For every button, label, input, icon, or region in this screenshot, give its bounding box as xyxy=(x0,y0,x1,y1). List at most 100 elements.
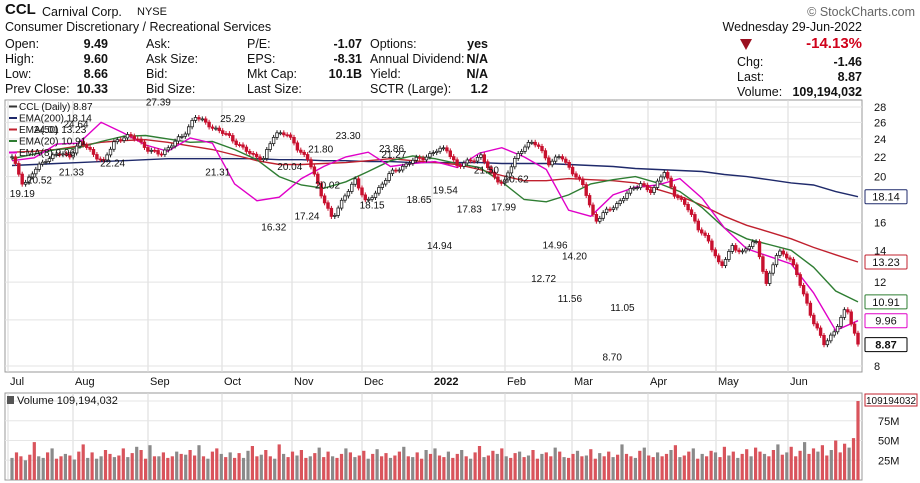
candle-body xyxy=(417,156,422,159)
candle-body xyxy=(852,323,857,334)
candle-body xyxy=(122,137,126,141)
volume-bar xyxy=(37,456,41,480)
volume-bar xyxy=(731,451,735,480)
candle-body xyxy=(723,259,728,266)
stat-label: SCTR (Large): xyxy=(370,82,452,96)
candle-body xyxy=(683,198,687,205)
volume-bar xyxy=(691,448,695,480)
candle-body xyxy=(305,154,310,161)
candle-body xyxy=(669,177,673,188)
volume-bar xyxy=(255,456,259,480)
candle-body xyxy=(414,156,418,161)
candle-body xyxy=(557,156,561,159)
candle-body xyxy=(734,245,738,251)
candle-body xyxy=(615,203,619,209)
candle-body xyxy=(68,154,72,158)
volume-tick-label: 50M xyxy=(878,436,899,448)
volume-bar xyxy=(451,457,455,480)
candle-body xyxy=(383,179,388,185)
candle-body xyxy=(373,192,378,198)
candle-body xyxy=(299,149,303,153)
price-tag xyxy=(864,294,908,310)
price-annotation: 12.72 xyxy=(531,274,556,285)
candle-body xyxy=(519,150,524,154)
candle-body xyxy=(339,199,344,209)
candle-body xyxy=(400,165,405,171)
candle-body xyxy=(611,207,616,210)
volume-bar xyxy=(673,445,677,480)
volume-bar xyxy=(611,457,615,480)
volume-bar xyxy=(397,451,401,480)
volume-bar xyxy=(856,401,860,480)
stat-value: 10.33 xyxy=(76,82,108,96)
candle-body xyxy=(346,190,351,197)
candle-body xyxy=(360,187,364,196)
candle-body xyxy=(180,135,184,138)
candle-body xyxy=(74,145,79,154)
volume-bar xyxy=(740,453,744,480)
candle-body xyxy=(550,160,554,166)
volume-bar xyxy=(286,457,290,480)
price-annotation: 17.24 xyxy=(294,211,319,222)
volume-bar xyxy=(184,454,188,480)
candle-body xyxy=(499,181,503,184)
volume-bar xyxy=(620,444,624,480)
price-annotation: 19.54 xyxy=(433,185,458,196)
candle-body xyxy=(601,212,605,219)
candle-body xyxy=(350,183,354,192)
volume-bar xyxy=(219,453,223,480)
volume-bar xyxy=(59,456,63,480)
candle-body xyxy=(468,159,473,162)
volume-bar xyxy=(117,455,121,480)
candle-body xyxy=(839,316,843,327)
candle-body xyxy=(112,141,116,150)
volume-bar xyxy=(553,447,557,480)
candle-body xyxy=(740,250,745,253)
volume-bar xyxy=(638,450,642,480)
candle-body xyxy=(129,134,133,137)
candle-body xyxy=(788,257,792,260)
candle-body xyxy=(696,220,700,231)
candle-body xyxy=(655,180,660,188)
candle-body xyxy=(608,208,612,211)
candle-body xyxy=(492,171,497,178)
candle-body xyxy=(560,156,565,160)
candle-body xyxy=(20,173,24,185)
volume-bar xyxy=(388,457,393,480)
volume-bar xyxy=(366,458,370,480)
volume-bar xyxy=(473,452,477,480)
candle-body xyxy=(791,258,796,266)
volume-bar xyxy=(99,456,103,480)
price-tick-label: 28 xyxy=(874,102,886,114)
volume-bar xyxy=(63,453,67,480)
volume-bar xyxy=(411,457,415,480)
candle-body xyxy=(798,274,802,286)
volume-bar xyxy=(518,451,522,480)
candle-body xyxy=(523,146,527,152)
candle-body xyxy=(462,162,466,167)
volume-bar xyxy=(406,456,410,480)
candle-body xyxy=(292,136,296,144)
stat-label: Mkt Cap: xyxy=(247,67,298,81)
candle-body xyxy=(666,172,670,179)
price-tag xyxy=(864,254,908,270)
pct-change: -14.13% xyxy=(806,35,862,52)
volume-bar xyxy=(152,456,157,480)
volume-bar xyxy=(166,457,170,480)
price-tick-label: 16 xyxy=(874,218,886,230)
volume-bar xyxy=(669,450,673,480)
candle-body xyxy=(434,150,439,154)
volume-bar xyxy=(77,451,81,480)
volume-bar xyxy=(215,448,219,480)
candle-body xyxy=(693,214,697,222)
candle-body xyxy=(706,234,711,242)
candle-body xyxy=(795,264,799,275)
volume-bar xyxy=(798,450,802,480)
volume-bar xyxy=(575,450,580,480)
candle-body xyxy=(754,241,758,244)
last-value: 8.87 xyxy=(837,70,862,84)
candle-body xyxy=(618,200,622,204)
candle-body xyxy=(380,183,384,188)
volume-bar xyxy=(81,444,85,480)
